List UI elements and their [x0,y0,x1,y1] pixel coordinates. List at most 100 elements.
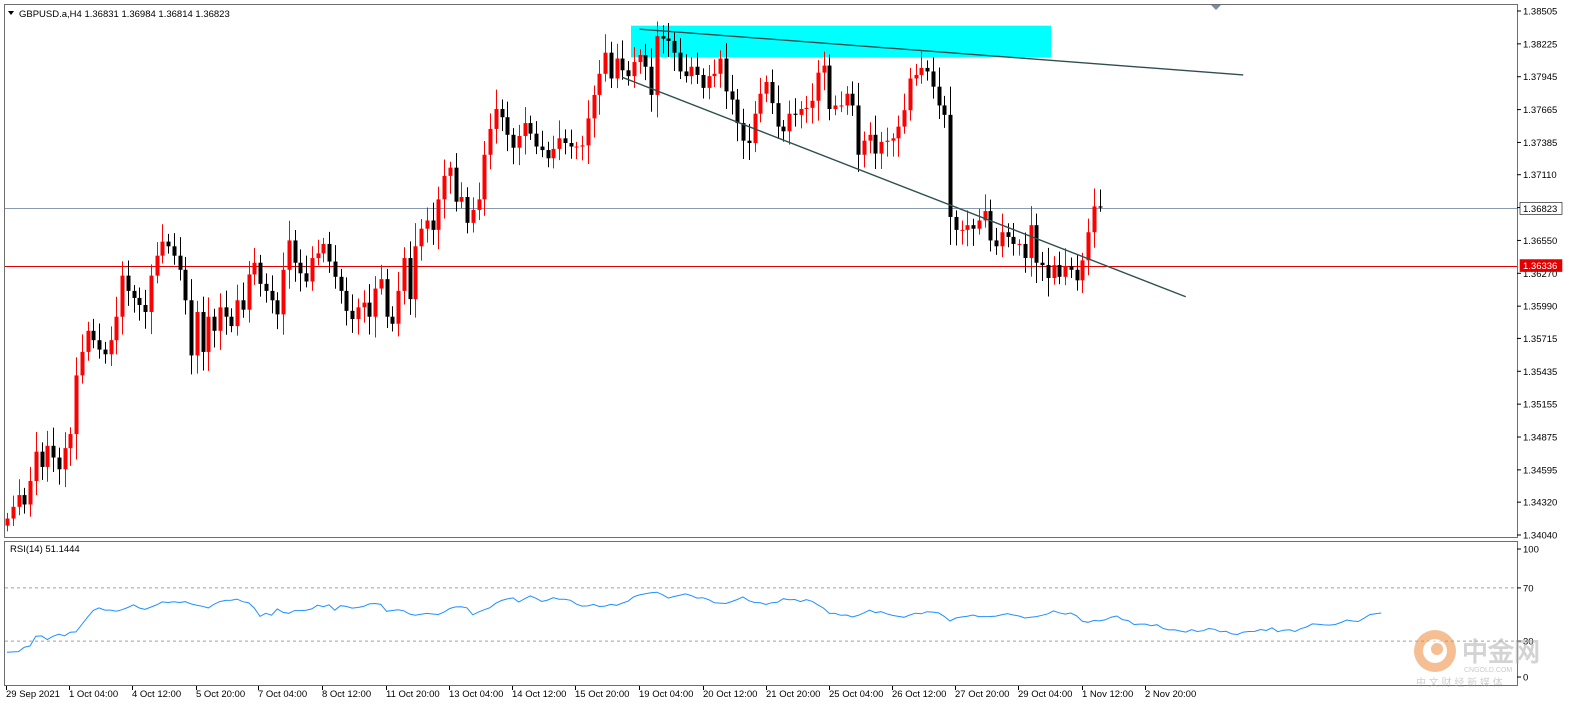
watermark-domain: CNGOLD.COM [1464,667,1512,674]
candle-body [718,58,723,74]
candle-body [166,241,171,247]
y-tick-label: 1.34595 [1523,465,1557,476]
candle-body [983,211,988,221]
candle [385,268,390,329]
candle-body [465,197,470,223]
candle-body [638,55,643,63]
candle [666,22,671,57]
upper-trendline[interactable] [639,28,1244,76]
rsi-info-label: RSI(14) 51.1444 [10,544,80,555]
candle-body [534,133,539,147]
candle [833,95,838,116]
candle-body [367,302,372,317]
candle [183,256,188,315]
candle-body [1023,243,1028,259]
candle-body [321,243,326,254]
candle-body [850,93,855,106]
candle-body [132,290,137,298]
candle-body [436,199,441,230]
candle-body [793,113,798,115]
candle [764,75,769,103]
candle [551,135,556,169]
chart-menu-triangle-icon[interactable] [8,11,14,15]
y-tick-label: 1.34040 [1523,531,1557,542]
y-tick-label: 1.37945 [1523,72,1557,83]
lower-trendline[interactable] [621,76,1187,298]
candle [1052,256,1057,285]
candle [753,101,758,153]
candle [494,89,499,144]
candle [712,59,717,88]
candle-body [942,105,947,115]
candle [143,289,148,329]
candle [1034,213,1039,283]
candle [344,277,349,326]
candle [528,115,533,140]
candle [362,290,367,323]
candle [937,67,942,119]
watermark-brand: 中金网 [1462,637,1540,667]
candle-body [189,300,194,356]
candle [896,115,901,157]
shift-marker-icon[interactable] [1211,5,1221,10]
candle-body [22,495,27,505]
candle [919,51,924,84]
current-price-tag [1519,202,1563,215]
candle-body [879,141,884,154]
candle-body [523,123,528,136]
x-tick-label: 26 Oct 12:00 [892,689,946,700]
rsi-tick-label: 70 [1523,583,1534,594]
candle [626,61,631,86]
candle-body [873,134,878,154]
candle [252,248,257,285]
candle-body [126,275,131,291]
y-tick-label: 1.36550 [1523,236,1557,247]
candle [189,279,194,375]
candle [264,273,269,303]
y-tick-label: 1.35435 [1523,367,1557,378]
x-tick-label: 27 Oct 20:00 [955,689,1009,700]
candle-body [212,316,217,331]
candle [569,129,574,159]
candle-body [333,261,338,277]
candle-body [281,269,286,315]
candle [879,131,884,169]
candle [1023,232,1028,273]
candle-body [97,340,102,350]
candle [804,95,809,123]
candle-body [833,105,838,109]
candle-body [419,228,424,247]
candle [1040,251,1045,282]
candle [954,210,959,246]
candle [730,74,735,115]
candle-body [781,126,786,132]
candle [850,81,855,116]
candle-body [442,175,447,200]
candle [988,199,993,252]
y-tick-label: 1.34320 [1523,498,1557,509]
candle-body [954,216,959,230]
candle-body [741,123,746,141]
candle-body [597,73,602,95]
candle-body [827,65,832,109]
candle-body [816,72,821,101]
candle [1098,189,1103,212]
candle [304,255,309,288]
candle [1075,255,1080,291]
candle-body [977,220,982,229]
candle [126,260,131,306]
candle [580,135,585,161]
candle [1046,247,1051,297]
candle [333,245,338,289]
candle-body [103,349,108,355]
candle-body [1000,232,1005,247]
candle-body [1034,225,1039,263]
candle [891,133,896,157]
candle [540,130,545,158]
rsi-tick-label: 100 [1523,545,1539,556]
candle-body [528,123,533,134]
candle-body [649,66,654,95]
candle [1017,239,1022,256]
candle [747,123,752,160]
